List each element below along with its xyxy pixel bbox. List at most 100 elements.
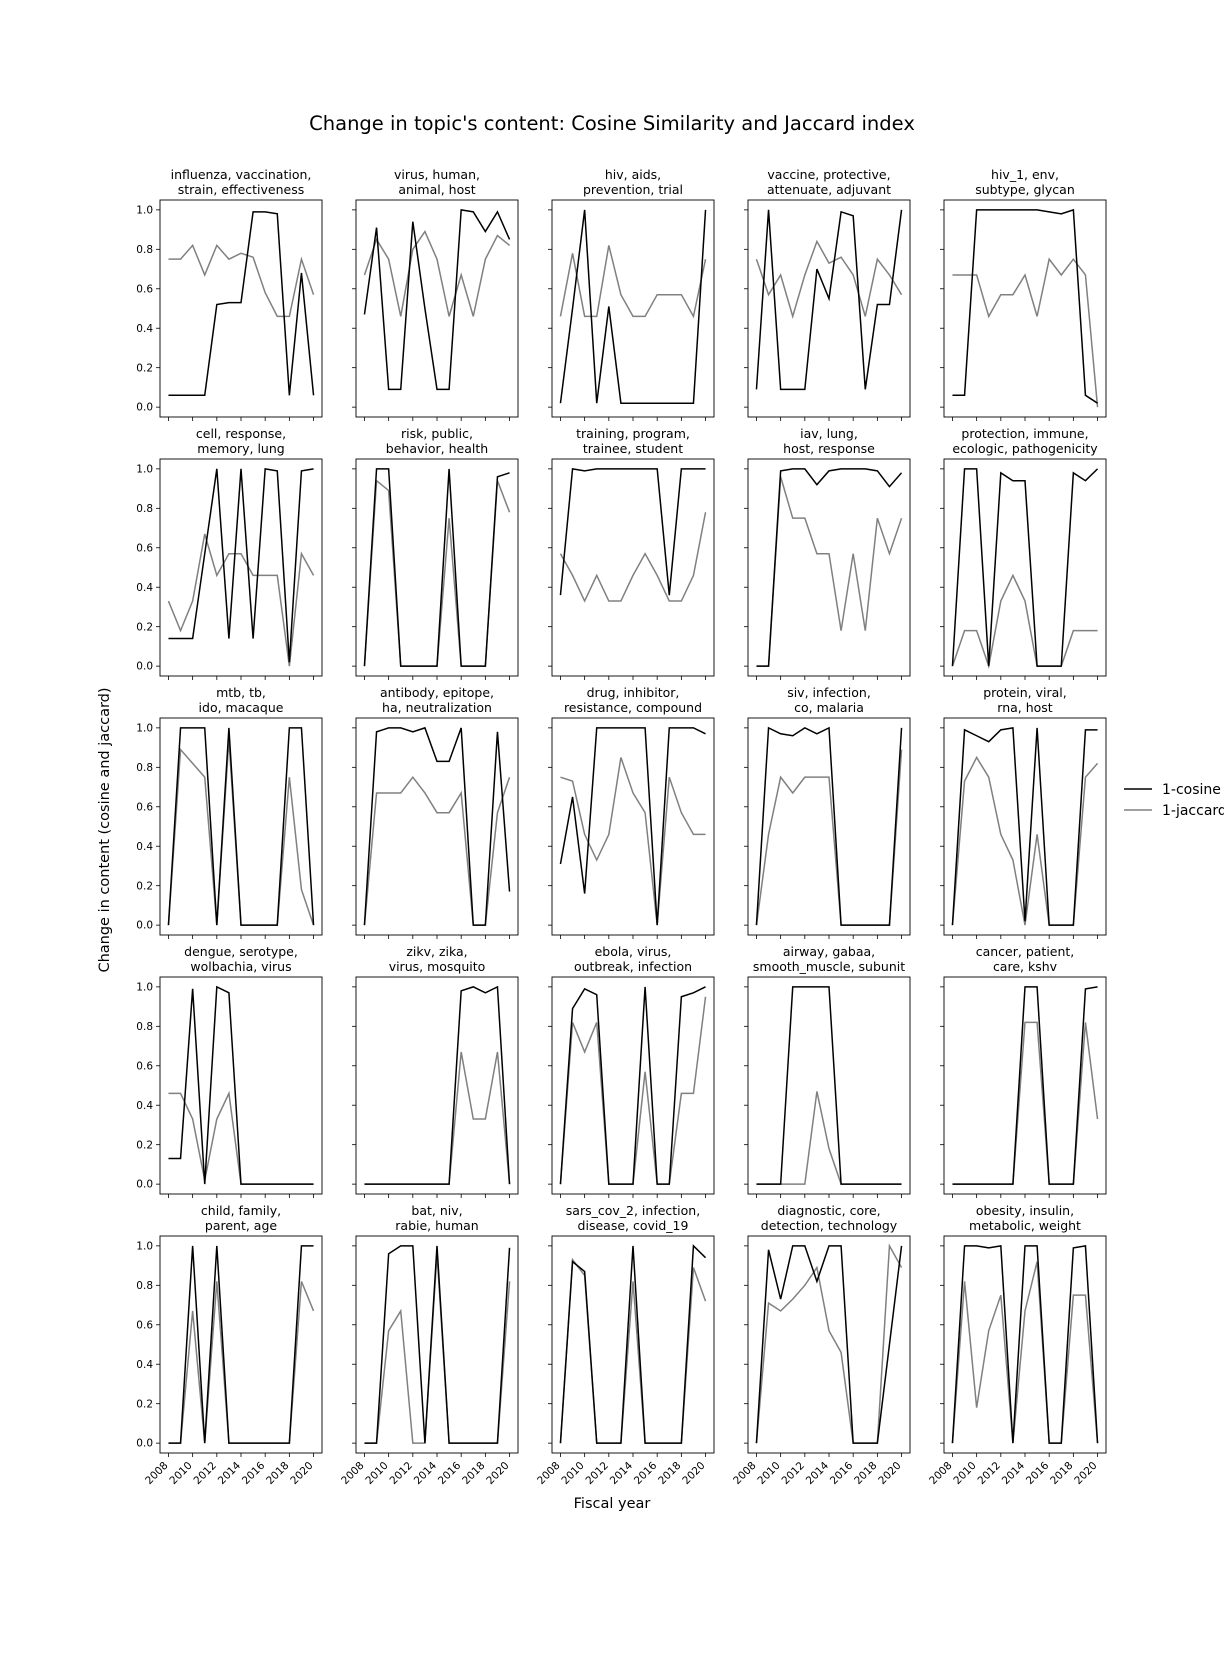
panel-title-line: co, malaria bbox=[794, 700, 864, 715]
panel-title-line: strain, effectiveness bbox=[178, 182, 305, 197]
y-tick-label: 1.0 bbox=[136, 204, 153, 216]
panel-title-line: cancer, patient, bbox=[976, 944, 1075, 959]
y-tick-label: 0.0 bbox=[136, 1179, 153, 1191]
y-tick-label: 0.0 bbox=[136, 402, 153, 414]
panel-title-line: iav, lung, bbox=[800, 426, 858, 441]
y-tick-label: 0.6 bbox=[136, 1060, 153, 1072]
panel: protection, immune,ecologic, pathogenici… bbox=[940, 426, 1107, 680]
series-line-1-cosine bbox=[951, 468, 1099, 667]
series-line-1-cosine bbox=[559, 467, 706, 596]
panel-title-line: subtype, glycan bbox=[975, 182, 1075, 197]
panel-title-line: protection, immune, bbox=[961, 426, 1088, 441]
y-tick-label: 0.4 bbox=[136, 841, 153, 853]
y-axis-label: Change in content (cosine and jaccard) bbox=[97, 687, 113, 972]
panel-frame bbox=[159, 1235, 323, 1454]
panel-title-line: resistance, compound bbox=[564, 700, 702, 715]
panel: influenza, vaccination,strain, effective… bbox=[136, 167, 323, 421]
x-axis-label: Fiscal year bbox=[574, 1496, 651, 1512]
y-tick-label: 0.8 bbox=[136, 762, 153, 774]
panel-title-line: detection, technology bbox=[761, 1218, 898, 1233]
y-tick-label: 0.6 bbox=[136, 283, 153, 295]
legend: 1-cosine 1-jaccard bbox=[1124, 782, 1224, 819]
panel-frame bbox=[551, 717, 715, 936]
series-line-1-cosine bbox=[167, 727, 315, 926]
panel-title-line: hiv, aids, bbox=[605, 167, 661, 182]
panel-frame bbox=[943, 976, 1107, 1195]
panel-frame bbox=[747, 458, 911, 677]
panel-title-line: outbreak, infection bbox=[574, 959, 692, 974]
y-tick-label: 0.2 bbox=[136, 880, 153, 892]
y-tick-label: 0.2 bbox=[136, 621, 153, 633]
series-line-1-cosine bbox=[168, 985, 314, 1185]
series-line-1-cosine bbox=[363, 468, 510, 667]
series-line-1-cosine bbox=[559, 1244, 707, 1444]
panel-frame bbox=[943, 458, 1107, 677]
series-line-1-jaccard bbox=[167, 533, 315, 667]
panel-title-line: sars_cov_2, infection, bbox=[566, 1203, 700, 1218]
panel-frame bbox=[355, 1235, 519, 1454]
series-line-1-jaccard bbox=[168, 243, 315, 318]
panel: ebola, virus,outbreak, infection bbox=[548, 944, 715, 1198]
panel-title-line: ha, neutralization bbox=[382, 700, 492, 715]
series-line-1-cosine bbox=[559, 986, 706, 1185]
panel-title-line: memory, lung bbox=[197, 441, 284, 456]
panel: cell, response,memory, lung 0.0 0.2 0.4 0.6 0… bbox=[136, 426, 323, 680]
panel-title-line: ido, macaque bbox=[199, 700, 284, 715]
y-tick-label: 0.6 bbox=[136, 542, 153, 554]
panel-title-line: behavior, health bbox=[386, 441, 488, 456]
panel: protein, viral,rna, host bbox=[940, 685, 1107, 939]
panel: antibody, epitope,ha, neutralization bbox=[352, 685, 519, 939]
panel-title-line: virus, mosquito bbox=[389, 959, 486, 974]
series-line-1-cosine bbox=[952, 986, 1098, 1185]
series-line-1-cosine bbox=[756, 986, 902, 1185]
y-tick-label: 0.2 bbox=[136, 1398, 153, 1410]
series-line-1-jaccard bbox=[951, 573, 1098, 670]
chart-title: Change in topic's content: Cosine Simila… bbox=[309, 112, 915, 135]
panel-title-line: metabolic, weight bbox=[969, 1218, 1081, 1233]
y-tick-label: 0.8 bbox=[136, 1021, 153, 1033]
series-line-1-cosine bbox=[755, 209, 903, 391]
series-line-1-jaccard bbox=[363, 230, 511, 317]
panel-title-line: risk, public, bbox=[401, 426, 473, 441]
panel-frame bbox=[551, 199, 715, 418]
panel-title-line: vaccine, protective, bbox=[767, 167, 890, 182]
panel-frame bbox=[355, 717, 519, 936]
panel-title-line: influenza, vaccination, bbox=[171, 167, 312, 182]
series-line-1-cosine bbox=[755, 726, 903, 926]
panel-title-line: wolbachia, virus bbox=[190, 959, 291, 974]
series-line-1-jaccard bbox=[951, 1261, 1099, 1444]
panel-title-line: virus, human, bbox=[394, 167, 480, 182]
panel-frame bbox=[747, 199, 911, 418]
panel: zikv, zika,virus, mosquito bbox=[352, 944, 519, 1198]
panel: virus, human,animal, host bbox=[352, 167, 519, 421]
panel-title-line: trainee, student bbox=[583, 441, 683, 456]
y-tick-label: 0.2 bbox=[136, 1139, 153, 1151]
panel: mtb, tb,ido, macaque 0.0 0.2 0.4 0.6 0.8 1.0 bbox=[136, 685, 323, 939]
y-tick-label: 0.4 bbox=[136, 1100, 153, 1112]
panel-title-line: cell, response, bbox=[196, 426, 286, 441]
series-line-1-jaccard bbox=[559, 245, 707, 319]
y-tick-label: 0.6 bbox=[136, 801, 153, 813]
y-tick-label: 0.8 bbox=[136, 244, 153, 256]
legend-label-1-jaccard: 1-jaccard bbox=[1162, 803, 1224, 819]
panel-title-line: hiv_1, env, bbox=[991, 167, 1059, 182]
series-line-1-jaccard bbox=[560, 757, 706, 926]
y-tick-label: 0.8 bbox=[136, 1280, 153, 1292]
panel-title-line: dengue, serotype, bbox=[184, 944, 298, 959]
series-line-1-cosine bbox=[559, 727, 706, 926]
panel-title-line: airway, gabaa, bbox=[783, 944, 875, 959]
panel-frame bbox=[747, 976, 911, 1195]
y-tick-label: 0.4 bbox=[136, 323, 153, 335]
panel-title-line: prevention, trial bbox=[583, 182, 683, 197]
panel-frame bbox=[355, 199, 519, 418]
panel-title-line: antibody, epitope, bbox=[380, 685, 494, 700]
panel-frame bbox=[551, 976, 715, 1195]
panel-title-line: child, family, bbox=[201, 1203, 281, 1218]
panel-frame bbox=[747, 1235, 911, 1454]
panel-title-line: ecologic, pathogenicity bbox=[952, 441, 1098, 456]
y-tick-label: 1.0 bbox=[136, 722, 153, 734]
panel-title-line: training, program, bbox=[576, 426, 690, 441]
panel-title-line: host, response bbox=[783, 441, 875, 456]
panel: dengue, serotype,wolbachia, virus 0.0 0.2 0… bbox=[136, 944, 323, 1198]
